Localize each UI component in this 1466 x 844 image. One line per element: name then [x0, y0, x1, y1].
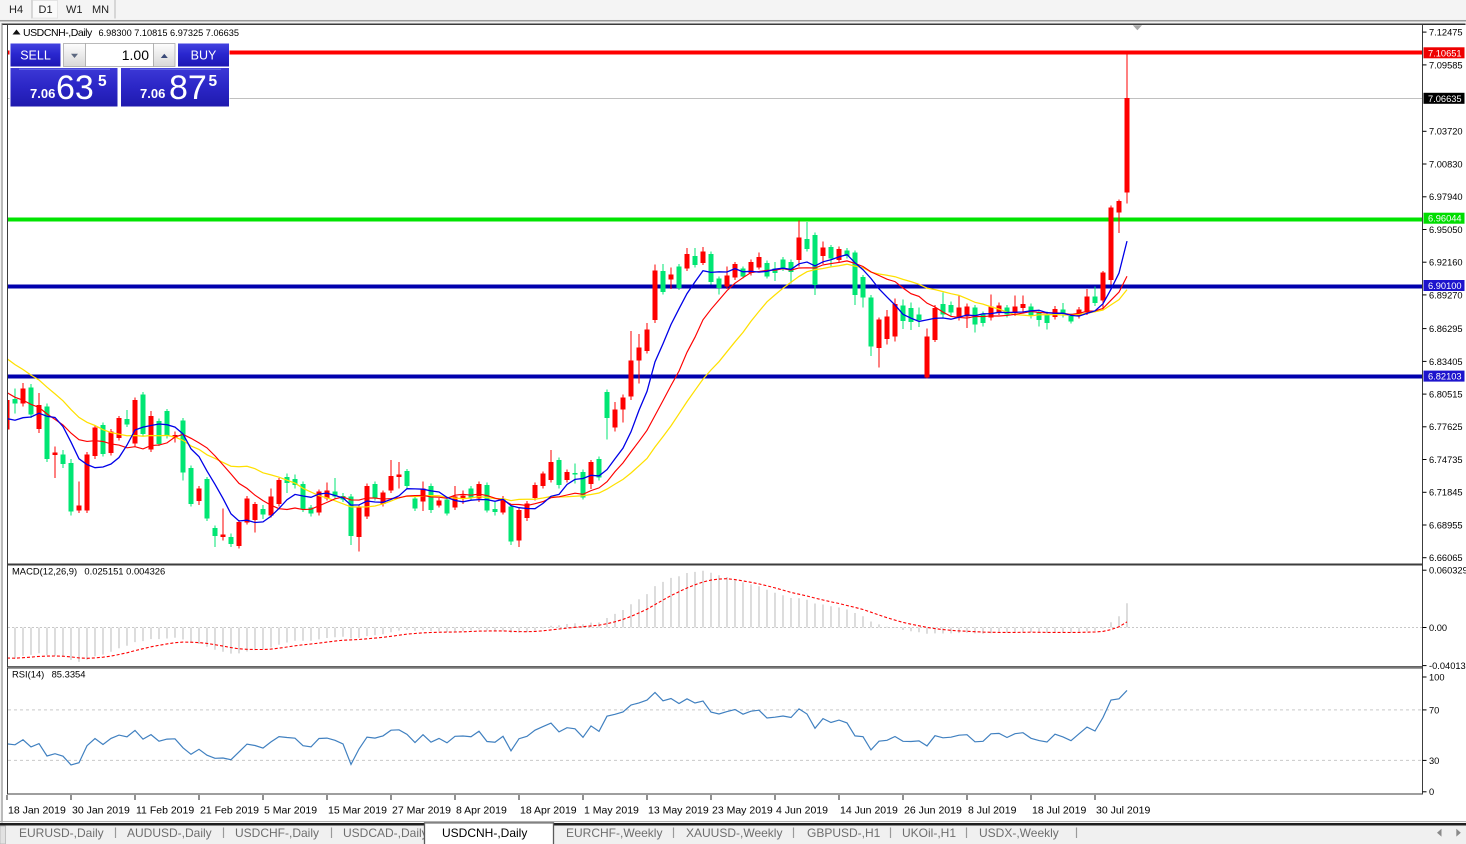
svg-text:6.82103: 6.82103: [1428, 372, 1462, 382]
svg-text:6.90100: 6.90100: [1428, 281, 1462, 291]
svg-text:27 Mar 2019: 27 Mar 2019: [392, 805, 451, 817]
svg-text:GBPUSD-,H1: GBPUSD-,H1: [807, 826, 881, 840]
svg-text:AUDUSD-,Daily: AUDUSD-,Daily: [127, 826, 212, 840]
svg-text:-0.040135: -0.040135: [1429, 661, 1466, 671]
svg-text:30 Jan 2019: 30 Jan 2019: [72, 805, 130, 817]
svg-text:6.71845: 6.71845: [1429, 488, 1463, 498]
svg-text:26 Jun 2019: 26 Jun 2019: [904, 805, 962, 817]
svg-text:30: 30: [1429, 756, 1439, 766]
svg-text:18 Apr 2019: 18 Apr 2019: [520, 805, 577, 817]
svg-text:30 Jul 2019: 30 Jul 2019: [1096, 805, 1150, 817]
svg-text:7.00830: 7.00830: [1429, 159, 1463, 169]
svg-text:7.10651: 7.10651: [1428, 48, 1462, 58]
svg-text:100: 100: [1429, 672, 1445, 682]
svg-text:6.89270: 6.89270: [1429, 290, 1463, 300]
svg-text:RSI(14) 85.3354: RSI(14) 85.3354: [12, 669, 85, 680]
svg-text:6.86295: 6.86295: [1429, 324, 1463, 334]
svg-text:0: 0: [1429, 787, 1434, 797]
svg-text:6.97940: 6.97940: [1429, 192, 1463, 202]
svg-text:0.060329: 0.060329: [1429, 566, 1466, 576]
svg-text:USDCAD-,Daily: USDCAD-,Daily: [343, 826, 428, 840]
svg-text:63: 63: [56, 69, 94, 107]
svg-text:5 Mar 2019: 5 Mar 2019: [264, 805, 317, 817]
svg-text:UKOil-,H1: UKOil-,H1: [902, 826, 956, 840]
svg-text:1 May 2019: 1 May 2019: [584, 805, 639, 817]
svg-text:14 Jun 2019: 14 Jun 2019: [840, 805, 898, 817]
svg-text:5: 5: [98, 73, 107, 90]
svg-text:1.00: 1.00: [122, 47, 149, 63]
svg-text:0.00: 0.00: [1429, 623, 1447, 633]
svg-text:7.03720: 7.03720: [1429, 127, 1463, 137]
svg-text:USDX-,Weekly: USDX-,Weekly: [979, 826, 1059, 840]
svg-text:6.66065: 6.66065: [1429, 553, 1463, 563]
svg-text:7.12475: 7.12475: [1429, 28, 1463, 38]
svg-text:7.06: 7.06: [30, 86, 55, 101]
svg-text:USDCNH-,Daily: USDCNH-,Daily: [442, 826, 527, 840]
svg-text:87: 87: [169, 69, 207, 107]
svg-text:21 Feb 2019: 21 Feb 2019: [200, 805, 259, 817]
svg-text:6.80515: 6.80515: [1429, 390, 1463, 400]
svg-text:D1: D1: [39, 4, 53, 16]
svg-text:18 Jul 2019: 18 Jul 2019: [1032, 805, 1086, 817]
svg-text:13 May 2019: 13 May 2019: [648, 805, 709, 817]
svg-text:BUY: BUY: [191, 49, 217, 63]
svg-text:6.96044: 6.96044: [1428, 214, 1462, 224]
svg-text:EURCHF-,Weekly: EURCHF-,Weekly: [566, 826, 662, 840]
svg-text:23 May 2019: 23 May 2019: [712, 805, 773, 817]
svg-text:7.06: 7.06: [140, 86, 165, 101]
svg-text:4 Jun 2019: 4 Jun 2019: [776, 805, 828, 817]
svg-text:18 Jan 2019: 18 Jan 2019: [8, 805, 66, 817]
svg-text:8 Jul 2019: 8 Jul 2019: [968, 805, 1017, 817]
svg-text:6.83405: 6.83405: [1429, 357, 1463, 367]
svg-text:W1: W1: [66, 4, 83, 16]
svg-text:USDCHF-,Daily: USDCHF-,Daily: [235, 826, 319, 840]
svg-text:USDCNH-,Daily: USDCNH-,Daily: [23, 27, 93, 39]
svg-text:11 Feb 2019: 11 Feb 2019: [136, 805, 194, 817]
svg-text:6.92160: 6.92160: [1429, 258, 1463, 268]
svg-text:8 Apr 2019: 8 Apr 2019: [456, 805, 507, 817]
svg-text:7.06635: 7.06635: [1428, 94, 1462, 104]
svg-text:15 Mar 2019: 15 Mar 2019: [328, 805, 387, 817]
svg-text:EURUSD-,Daily: EURUSD-,Daily: [19, 826, 104, 840]
svg-text:6.95050: 6.95050: [1429, 225, 1463, 235]
svg-text:XAUUSD-,Weekly: XAUUSD-,Weekly: [686, 826, 782, 840]
svg-text:6.74735: 6.74735: [1429, 455, 1463, 465]
svg-text:H4: H4: [9, 4, 23, 16]
svg-text:6.77625: 6.77625: [1429, 422, 1463, 432]
svg-text:6.68955: 6.68955: [1429, 520, 1463, 530]
svg-text:5: 5: [209, 73, 218, 90]
svg-text:SELL: SELL: [20, 49, 51, 63]
svg-text:70: 70: [1429, 705, 1439, 715]
svg-text:MACD(12,26,9) 0.025151 0.0043: MACD(12,26,9) 0.025151 0.004326: [12, 566, 165, 577]
svg-text:7.09585: 7.09585: [1429, 60, 1463, 70]
svg-text:6.98300 7.10815 6.97325 7.0663: 6.98300 7.10815 6.97325 7.06635: [99, 28, 240, 38]
svg-text:MN: MN: [92, 4, 109, 16]
